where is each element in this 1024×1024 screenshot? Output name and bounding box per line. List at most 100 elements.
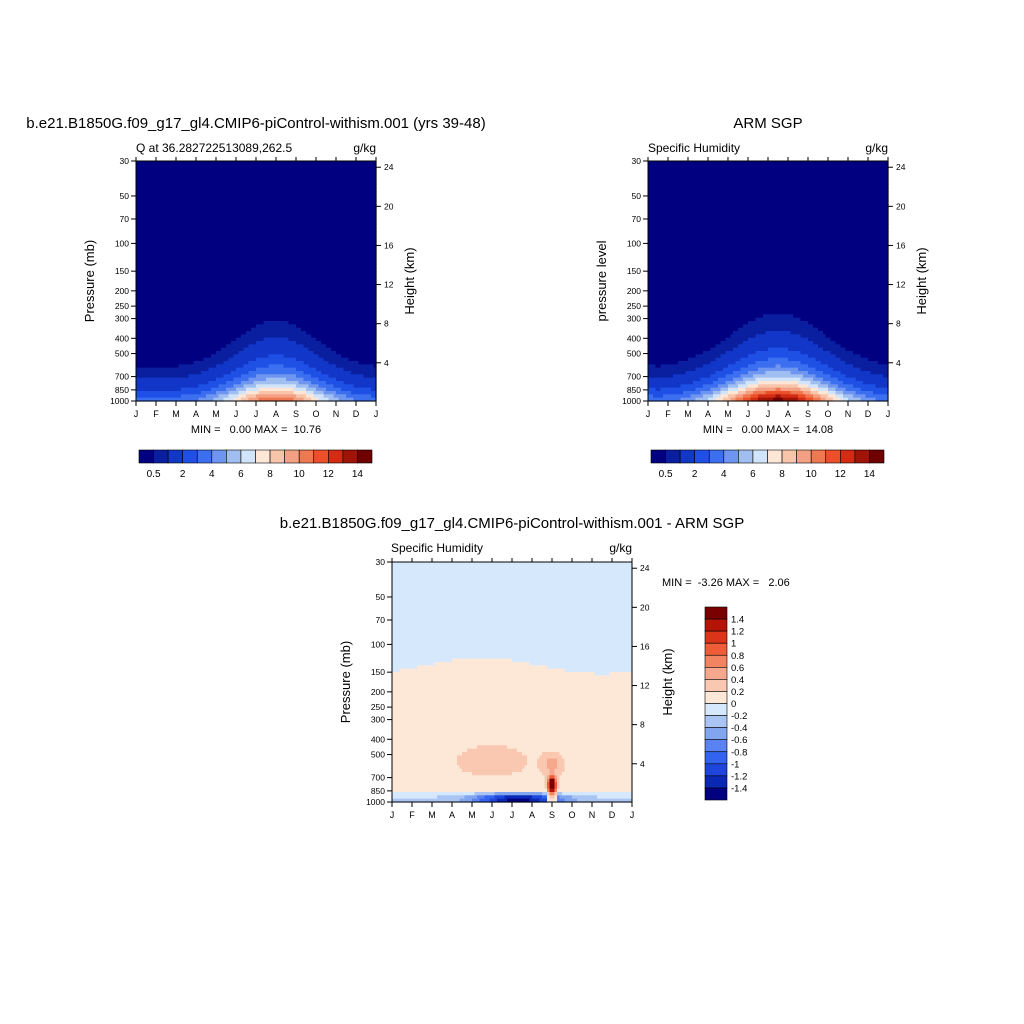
model-contour-cell [248,187,252,192]
model-contour-cell [276,274,280,279]
model-contour-cell [163,244,167,249]
model-contour-cell [301,204,305,209]
model-contour-cell [328,161,332,165]
model-contour-cell [276,204,280,209]
model-contour-cell [276,234,280,239]
model-contour-cell [163,284,167,289]
model-contour-cell [331,271,335,275]
model-contour-cell [198,211,202,215]
model-contour-cell [223,281,227,285]
model-contour-cell [143,271,147,275]
model-contour-cell [371,224,375,229]
model-contour-cell [291,167,295,172]
model-contour-cell [278,227,282,232]
model-contour-cell [328,164,332,169]
model-contour-cell [331,171,335,175]
model-contour-cell [263,214,267,219]
model-contour-cell [281,244,285,249]
model-contour-cell [308,211,312,215]
model-contour-cell [148,204,152,209]
model-contour-cell [291,274,295,279]
model-contour-cell [273,237,277,242]
model-contour-cell [318,234,322,239]
model-contour-cell [221,181,225,185]
model-contour-cell [368,244,372,249]
model-contour-cell [238,167,242,172]
model-contour-cell [186,291,190,295]
model-contour-cell [173,287,177,292]
model-contour-cell [276,231,280,235]
model-contour-cell [196,267,200,272]
model-contour-cell [191,281,195,285]
model-contour-cell [173,201,177,205]
model-contour-cell [341,174,345,179]
model-contour-cell [178,277,182,282]
model-contour-cell [166,164,170,169]
model-contour-cell [311,254,315,259]
model-contour-cell [146,194,150,199]
model-contour-cell [366,231,370,235]
model-contour-cell [141,207,145,212]
model-contour-cell [366,271,370,275]
model-contour-cell [238,224,242,229]
model-contour-cell [253,244,257,249]
model-contour-cell [146,284,150,289]
model-contour-cell [153,181,157,185]
model-contour-cell [183,164,187,169]
model-contour-cell [281,167,285,172]
model-contour-cell [328,281,332,285]
model-contour-cell [318,277,322,282]
model-contour-cell [361,191,365,195]
model-contour-cell [278,281,282,285]
model-contour-cell [213,271,217,275]
model-contour-cell [153,251,157,255]
model-contour-cell [256,167,260,172]
model-contour-cell [218,171,222,175]
model-contour-cell [276,207,280,212]
model-contour-cell [276,271,280,275]
model-contour-cell [211,231,215,235]
model-contour-cell [311,211,315,215]
model-contour-cell [246,291,250,295]
model-contour-cell [208,234,212,239]
model-contour-cell [288,234,292,239]
model-contour-cell [148,207,152,212]
model-contour-cell [291,221,295,225]
model-contour-cell [358,211,362,215]
model-contour-cell [186,217,190,222]
model-contour-cell [228,187,232,192]
model-contour-cell [241,271,245,275]
model-contour-cell [143,207,147,212]
model-contour-cell [166,271,170,275]
model-contour-cell [273,211,277,215]
model-contour-cell [163,224,167,229]
model-contour-cell [361,277,365,282]
model-contour-cell [336,207,340,212]
model-contour-cell [263,167,267,172]
model-contour-cell [203,277,207,282]
model-contour-cell [196,174,200,179]
model-contour-cell [271,264,275,269]
model-contour-cell [198,251,202,255]
model-contour-cell [283,237,287,242]
model-contour-cell [166,197,170,202]
model-contour-cell [301,177,305,182]
model-contour-cell [181,197,185,202]
model-contour-cell [358,224,362,229]
model-contour-cell [246,224,250,229]
model-contour-cell [236,174,240,179]
model-contour-cell [321,234,325,239]
model-contour-cell [203,201,207,205]
model-contour-cell [306,174,310,179]
model-contour-cell [256,281,260,285]
model-contour-cell [358,267,362,272]
model-contour-cell [238,271,242,275]
model-contour-cell [161,271,165,275]
model-contour-cell [238,231,242,235]
model-contour-cell [216,244,220,249]
model-contour-cell [313,194,317,199]
model-contour-cell [173,281,177,285]
model-contour-cell [163,201,167,205]
model-contour-cell [278,261,282,265]
model-contour-cell [361,227,365,232]
